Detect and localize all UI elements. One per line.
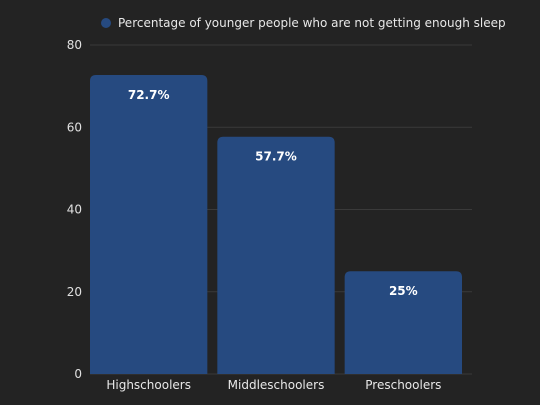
y-tick-label: 60 [67, 120, 82, 134]
legend: Percentage of younger people who are not… [101, 16, 506, 30]
data-label: 57.7% [255, 150, 297, 164]
bar-highschoolers [90, 75, 208, 375]
legend-series-name: Percentage of younger people who are not… [118, 16, 506, 30]
legend-marker [101, 18, 111, 28]
bar-preschoolers [344, 271, 462, 374]
y-tick-label: 40 [67, 203, 82, 217]
bars-layer [90, 75, 462, 375]
x-category-label: Highschoolers [106, 378, 191, 392]
data-label: 72.7% [128, 88, 170, 102]
x-category-label: Preschoolers [365, 378, 441, 392]
labels-layer: 72.7% Highschoolers 57.7% Middleschoolers 25… [106, 88, 441, 392]
y-tick-label: 20 [67, 285, 82, 299]
y-tick-label: 80 [67, 38, 82, 52]
data-label: 25% [389, 284, 418, 298]
x-category-label: Middleschoolers [228, 378, 325, 392]
bar-middleschoolers [217, 136, 335, 374]
y-tick-label: 0 [74, 367, 82, 381]
